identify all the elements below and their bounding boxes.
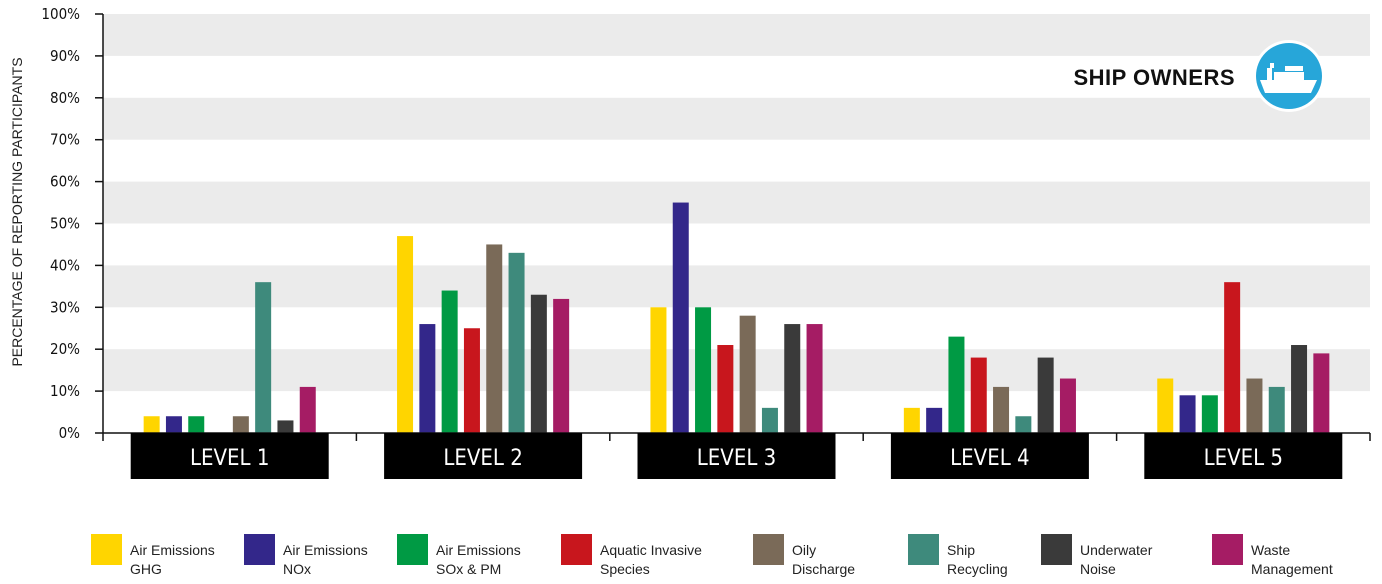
- x-tick-label: LEVEL 4: [950, 446, 1029, 471]
- bar: [948, 336, 965, 433]
- bar: [277, 420, 294, 433]
- bar: [1291, 345, 1308, 433]
- legend-swatch: [397, 534, 428, 565]
- y-tick-label: 90%: [50, 47, 80, 65]
- bar: [1179, 395, 1196, 433]
- y-tick-label: 50%: [50, 215, 80, 233]
- legend-item: Air Emissions NOx: [244, 534, 368, 577]
- legend-swatch: [91, 534, 122, 565]
- bar: [650, 307, 667, 433]
- category-box: [130, 433, 329, 479]
- y-tick-label: 80%: [50, 89, 80, 107]
- bar: [1268, 386, 1285, 433]
- ship-icon: [1253, 40, 1325, 112]
- bar: [1059, 378, 1076, 433]
- x-tick-label: LEVEL 2: [443, 446, 522, 471]
- bar: [441, 290, 458, 433]
- legend-item: Underwater Noise: [1041, 534, 1153, 577]
- category-box: [1144, 433, 1343, 479]
- bar: [419, 324, 436, 433]
- legend-label: Aquatic Invasive Species: [600, 542, 702, 577]
- bar: [761, 407, 778, 433]
- y-tick-label: 70%: [50, 131, 80, 149]
- category-box: [384, 433, 583, 479]
- bar: [1246, 378, 1263, 433]
- legend-swatch: [1212, 534, 1243, 565]
- legend-item: Air Emissions SOx & PM: [397, 534, 521, 577]
- grid-bands: [103, 14, 1370, 392]
- grid-band: [103, 97, 1370, 140]
- legend-swatch: [1041, 534, 1072, 565]
- legend-label: Air Emissions SOx & PM: [436, 542, 521, 577]
- bar: [486, 244, 503, 433]
- legend-swatch: [561, 534, 592, 565]
- bar: [553, 298, 570, 433]
- y-tick-label: 10%: [50, 382, 80, 400]
- category-box: [890, 433, 1089, 479]
- bar: [188, 416, 205, 433]
- grid-band: [103, 349, 1370, 392]
- legend-item: Ship Recycling: [908, 534, 1008, 577]
- x-tick-label: LEVEL 1: [190, 446, 269, 471]
- legend-swatch: [753, 534, 784, 565]
- legend-swatch: [244, 534, 275, 565]
- legend-label: Waste Management: [1251, 542, 1333, 577]
- x-tick-label: LEVEL 3: [697, 446, 776, 471]
- bar: [784, 324, 801, 433]
- bar: [903, 407, 920, 433]
- legend-item: Air Emissions GHG: [91, 534, 215, 577]
- bar: [255, 282, 272, 433]
- bar: [1224, 282, 1241, 433]
- bar: [970, 357, 987, 433]
- bar: [1201, 395, 1218, 433]
- bar: [695, 307, 712, 433]
- legend-label: Ship Recycling: [947, 542, 1008, 577]
- bar: [463, 328, 480, 433]
- bar: [143, 416, 160, 433]
- ship-owners-label: SHIP OWNERS: [1073, 65, 1235, 90]
- ship-owners-badge: SHIP OWNERS: [1073, 40, 1325, 112]
- grid-band: [103, 265, 1370, 308]
- bar: [397, 236, 414, 433]
- bar: [299, 386, 316, 433]
- legend-label: Air Emissions NOx: [283, 542, 368, 577]
- y-axis-label: PERCENTAGE OF REPORTING PARTICIPANTS: [9, 57, 25, 366]
- bar: [1313, 353, 1330, 433]
- legend-item: Waste Management: [1212, 534, 1333, 577]
- legend-label: Oily Discharge: [792, 542, 855, 577]
- y-tick-label: 30%: [50, 298, 80, 316]
- grid-band: [103, 181, 1370, 224]
- bar: [530, 294, 547, 433]
- bar: [672, 202, 689, 433]
- bar: [508, 252, 525, 433]
- y-tick-label: 20%: [50, 340, 80, 358]
- legend-item: Oily Discharge: [753, 534, 855, 577]
- category-box: [637, 433, 836, 479]
- y-tick-label: 60%: [50, 173, 80, 191]
- grid-band: [103, 14, 1370, 56]
- bar: [739, 315, 756, 433]
- y-axis: 0% 10% 20% 30% 40% 50% 60% 70% 80% 90% 100%: [41, 5, 104, 442]
- bar: [165, 416, 182, 433]
- bar: [717, 345, 734, 433]
- legend: Air Emissions GHG Air Emissions NOx Air Emis…: [91, 534, 1333, 577]
- legend-label: Underwater Noise: [1080, 542, 1153, 577]
- x-axis: LEVEL 1 LEVEL 2 LEVEL 3 LEVEL 4 LEVEL 5: [102, 432, 1371, 479]
- bar: [926, 407, 943, 433]
- legend-item: Aquatic Invasive Species: [561, 534, 702, 577]
- y-tick-label: 40%: [50, 256, 80, 274]
- y-tick-label: 100%: [41, 5, 80, 23]
- bar: [806, 324, 823, 433]
- bar: [232, 416, 249, 433]
- bars: [143, 202, 1330, 433]
- x-tick-label: LEVEL 5: [1204, 446, 1283, 471]
- bar: [1015, 416, 1032, 433]
- bar: [1157, 378, 1174, 433]
- y-tick-label: 0%: [59, 424, 81, 442]
- legend-label: Air Emissions GHG: [130, 542, 215, 577]
- bar: [993, 386, 1010, 433]
- bar: [1037, 357, 1054, 433]
- legend-swatch: [908, 534, 939, 565]
